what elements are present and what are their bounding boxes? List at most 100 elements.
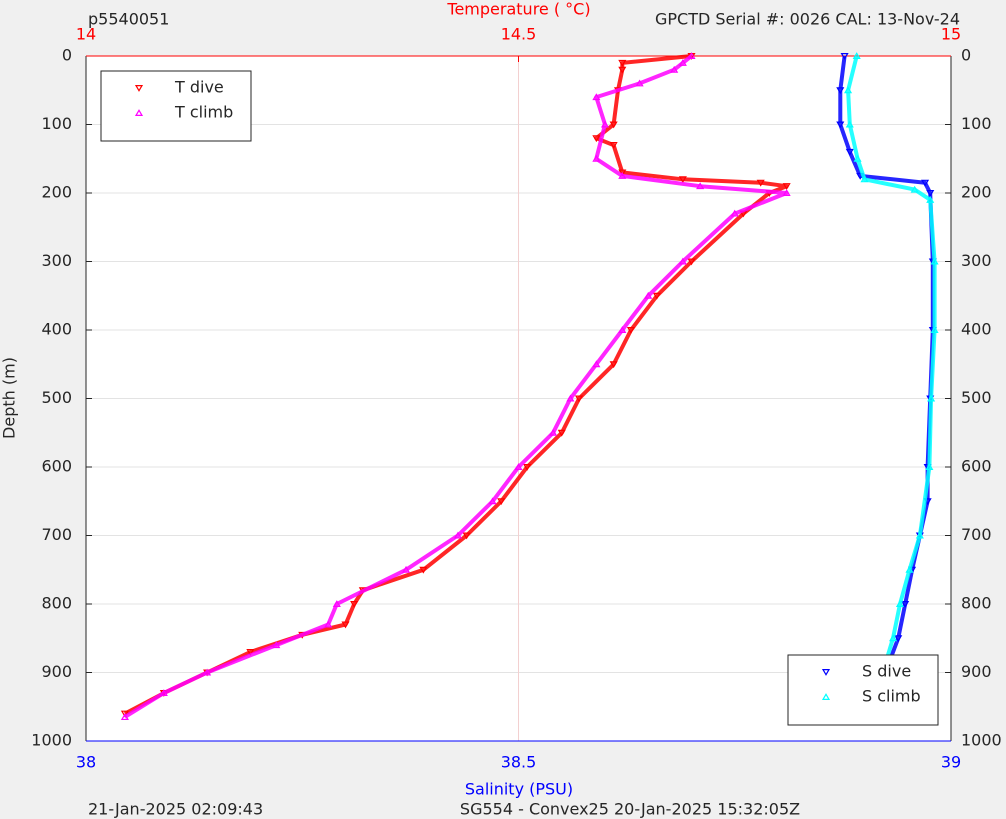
point <box>341 621 350 629</box>
x-tick-label: 39 <box>941 753 961 772</box>
point <box>332 600 341 607</box>
point <box>901 601 910 608</box>
point <box>756 179 765 187</box>
point <box>159 689 168 697</box>
legend-label: S climb <box>862 687 921 706</box>
point <box>462 532 471 540</box>
point <box>575 395 584 403</box>
point <box>549 428 558 436</box>
point <box>609 142 618 149</box>
point <box>626 327 635 334</box>
point <box>894 635 903 643</box>
point <box>836 121 845 129</box>
footer-center: SG554 - Convex25 20-Jan-2025 15:32:05Z <box>460 800 800 819</box>
point <box>592 154 601 162</box>
y-tick-label: 200 <box>961 183 992 202</box>
point <box>592 93 601 101</box>
title-right: GPCTD Serial #: 0026 CAL: 13-Nov-24 <box>655 10 960 29</box>
point <box>523 464 532 471</box>
point <box>915 531 924 539</box>
y-tick-label: 100 <box>961 114 992 133</box>
y-tick-label: 0 <box>961 46 971 65</box>
title-left: p5540051 <box>88 10 169 29</box>
point <box>514 463 523 470</box>
point <box>840 53 849 60</box>
x2-tick-label: 15 <box>941 25 961 44</box>
y-tick-label: 600 <box>961 457 992 476</box>
y-tick-label: 600 <box>41 457 72 476</box>
point <box>618 66 627 74</box>
point <box>644 291 653 299</box>
x2-tick-label: 14 <box>76 25 96 44</box>
point <box>120 713 129 721</box>
y-tick-label: 500 <box>41 388 72 407</box>
point <box>600 120 610 128</box>
y-tick-label: 500 <box>961 388 992 407</box>
legend-marker <box>134 85 144 92</box>
y-tick-label: 100 <box>41 114 72 133</box>
legend-marker <box>134 109 144 116</box>
legend-label: S dive <box>862 662 911 681</box>
point <box>925 463 934 470</box>
point <box>453 531 462 539</box>
y-tick-label: 400 <box>961 320 992 339</box>
point <box>687 52 696 59</box>
point <box>905 565 914 573</box>
y-tick-label: 700 <box>41 525 72 544</box>
point <box>853 154 862 162</box>
point <box>844 86 853 94</box>
x2-tick-label: 14.5 <box>501 25 537 44</box>
legend-label: T climb <box>174 103 233 122</box>
point <box>402 565 411 573</box>
y-tick-label: 1000 <box>961 731 1002 750</box>
y-tick-label: 300 <box>961 251 992 270</box>
y-label: Depth (m) <box>0 357 19 439</box>
point <box>782 183 791 191</box>
legend-box <box>100 70 252 142</box>
y-tick-label: 900 <box>41 662 72 681</box>
point <box>921 179 930 187</box>
point <box>910 185 919 193</box>
x-label: Salinity (PSU) <box>465 780 573 799</box>
point <box>618 326 627 333</box>
point <box>926 190 935 197</box>
series-track <box>123 54 789 719</box>
point <box>618 59 627 67</box>
point <box>845 120 854 128</box>
legend-marker <box>821 693 831 700</box>
point <box>782 189 791 196</box>
footer-left: 21-Jan-2025 02:09:43 <box>88 800 263 819</box>
point <box>618 171 627 179</box>
point <box>930 326 939 333</box>
point <box>592 360 601 368</box>
point <box>670 65 679 73</box>
point <box>895 600 905 607</box>
legend-label: T dive <box>174 78 224 97</box>
point <box>488 497 497 505</box>
point <box>246 648 255 656</box>
point <box>678 257 687 265</box>
point <box>836 87 845 95</box>
point <box>927 394 936 402</box>
y-tick-label: 400 <box>41 320 72 339</box>
point <box>852 52 861 59</box>
x2-label: Temperature ( °C) <box>446 0 590 19</box>
legend-marker <box>821 669 831 676</box>
point <box>272 641 281 649</box>
point <box>926 195 935 203</box>
y-tick-label: 800 <box>41 594 72 613</box>
y-tick-label: 700 <box>961 525 992 544</box>
point <box>678 58 687 66</box>
point <box>678 176 687 184</box>
point <box>566 394 575 402</box>
point <box>888 634 898 642</box>
point <box>324 620 333 628</box>
point <box>652 292 661 300</box>
y-tick-label: 200 <box>41 183 72 202</box>
y-tick-label: 800 <box>961 594 992 613</box>
series-track <box>123 54 789 716</box>
y-tick-label: 300 <box>41 251 72 270</box>
series-track <box>846 55 937 718</box>
point <box>419 566 428 574</box>
